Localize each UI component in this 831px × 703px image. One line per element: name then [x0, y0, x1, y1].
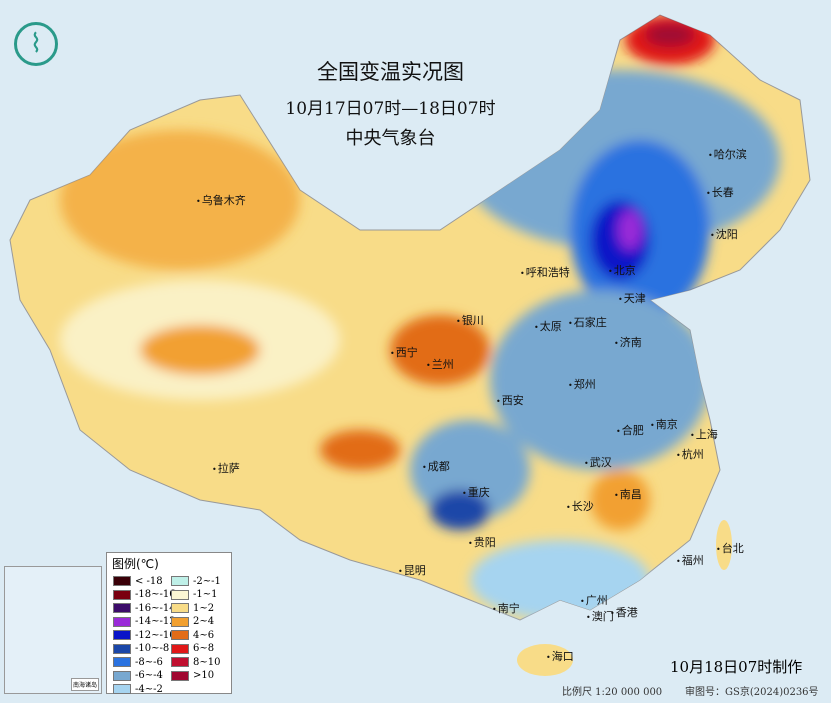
legend-swatch — [171, 670, 189, 681]
city-label: 哈尔滨 — [708, 146, 747, 162]
legend-item: 8~10 — [171, 656, 220, 668]
legend-label: >10 — [193, 670, 215, 681]
city-label: 上海 — [690, 426, 718, 442]
legend-label: -12~-10 — [135, 629, 176, 641]
city-label: 济南 — [614, 334, 642, 350]
legend-item: -6~-4 — [113, 670, 163, 682]
legend-swatch — [113, 576, 131, 586]
legend-swatch — [113, 603, 131, 613]
city-label: 乌鲁木齐 — [196, 192, 246, 208]
legend-item: -4~-2 — [113, 683, 163, 695]
legend-item: 2~4 — [171, 616, 214, 628]
city-label: 长春 — [706, 184, 734, 200]
city-label: 西安 — [496, 392, 524, 408]
city-label: 银川 — [456, 312, 484, 328]
city-label: 郑州 — [568, 376, 596, 392]
legend-swatch — [113, 684, 131, 694]
legend-label: 4~6 — [193, 629, 215, 641]
map-period: 10月17日07时—18日07时 — [285, 99, 496, 119]
legend-swatch — [113, 657, 131, 667]
legend-item: -18~-16 — [113, 589, 176, 601]
made-time: 10月18日07时制作 — [670, 658, 803, 676]
legend-item: -12~-10 — [113, 629, 176, 641]
legend-item: >10 — [171, 670, 214, 682]
legend-title: 图例(℃) — [112, 557, 159, 571]
legend-label: 8~10 — [193, 656, 221, 668]
legend-swatch — [171, 616, 189, 627]
city-label: 拉萨 — [212, 460, 240, 476]
legend-swatch — [113, 630, 131, 640]
legend-swatch — [113, 643, 131, 654]
legend-label: -10~-8 — [135, 643, 170, 654]
city-label: 石家庄 — [568, 314, 607, 330]
city-label: 沈阳 — [710, 226, 738, 242]
city-label: 澳门 — [586, 608, 614, 624]
city-label: 长沙 — [566, 498, 594, 514]
city-label: 杭州 — [676, 446, 704, 462]
map-scale: 比例尺 1:20 000 000 — [562, 687, 663, 698]
city-label: 武汉 — [584, 454, 612, 470]
city-label: 南昌 — [614, 486, 642, 502]
legend-label: 6~8 — [193, 643, 215, 654]
legend-label: -6~-4 — [135, 670, 163, 681]
inset-label: 南海诸岛 — [70, 678, 99, 691]
legend-item: -1~1 — [171, 589, 217, 601]
city-label: 昆明 — [398, 562, 426, 578]
legend-item: -16~-14 — [113, 602, 176, 614]
city-label: 台北 — [716, 540, 744, 556]
legend-label: < -18 — [135, 575, 163, 587]
legend-label: -1~1 — [193, 589, 218, 600]
city-label: 福州 — [676, 552, 704, 568]
legend-swatch — [171, 657, 189, 667]
legend-label: -16~-14 — [135, 602, 176, 614]
approval-number: 审图号：GS京(2024)0236号 — [685, 687, 819, 698]
legend-swatch — [113, 589, 131, 600]
south-china-sea-inset: 南海诸岛 — [4, 566, 102, 694]
legend-item: < -18 — [113, 575, 163, 587]
legend-item: -14~-12 — [113, 616, 176, 628]
legend-swatch — [171, 603, 189, 613]
legend-swatch — [171, 643, 189, 654]
legend-swatch — [171, 630, 189, 640]
legend-label: -4~-2 — [135, 683, 163, 695]
map-title: 全国变温实况图 — [317, 60, 464, 84]
city-label: 合肥 — [616, 422, 644, 438]
city-label: 南宁 — [492, 600, 520, 616]
legend-label: -18~-16 — [135, 589, 176, 600]
city-label: 呼和浩特 — [520, 264, 570, 280]
city-label: 南京 — [650, 416, 678, 432]
legend-item: 4~6 — [171, 629, 214, 641]
city-label: 海口 — [546, 648, 574, 664]
city-label: 北京 — [608, 262, 636, 278]
legend-swatch — [113, 616, 131, 627]
city-label: 香港 — [610, 604, 638, 620]
city-label: 广州 — [580, 592, 608, 608]
city-label: 重庆 — [462, 484, 490, 500]
legend: 图例(℃) < -18 -18~-16 -16~-14 -14~-12 -12~-10 -… — [106, 552, 232, 695]
legend-swatch — [113, 670, 131, 681]
legend-label: -2~-1 — [193, 575, 221, 587]
legend-swatch — [171, 589, 189, 600]
legend-item: -8~-6 — [113, 656, 163, 668]
city-label: 成都 — [422, 458, 450, 474]
city-label: 天津 — [618, 290, 646, 306]
legend-item: -10~-8 — [113, 643, 169, 655]
city-label: 贵阳 — [468, 534, 496, 550]
cma-logo: ⌇ — [14, 22, 58, 66]
legend-item: -2~-1 — [171, 575, 221, 587]
legend-label: -14~-12 — [135, 616, 176, 627]
map-issuer: 中央气象台 — [345, 128, 436, 149]
legend-item: 6~8 — [171, 643, 214, 655]
legend-label: 2~4 — [193, 616, 215, 627]
legend-item: 1~2 — [171, 602, 214, 614]
city-label: 太原 — [534, 318, 562, 334]
city-label: 兰州 — [426, 356, 454, 372]
legend-swatch — [171, 576, 189, 586]
legend-label: -8~-6 — [135, 656, 163, 668]
city-label: 西宁 — [390, 344, 418, 360]
legend-label: 1~2 — [193, 602, 215, 614]
